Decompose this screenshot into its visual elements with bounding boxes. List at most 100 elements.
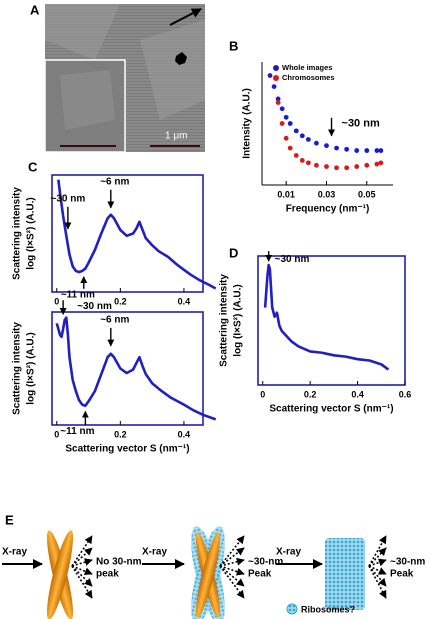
annotation: ~11 nm bbox=[61, 289, 95, 300]
x-tick-label: 0.2 bbox=[304, 389, 317, 399]
chart: 0.01 0.03 0.05 Frequency (nm⁻¹) Intensity (A… bbox=[242, 62, 393, 215]
point bbox=[334, 145, 339, 151]
annotation: ~11 nm bbox=[60, 426, 94, 437]
scatter-arrow bbox=[71, 547, 93, 567]
point bbox=[378, 148, 384, 153]
diagram: Ribosomes? bbox=[46, 526, 365, 619]
chart: 0 0.2 0.4 Scattering vector S (nm⁻¹) Scatter… bbox=[12, 300, 217, 455]
chromosome-with-ribosomes bbox=[191, 526, 225, 619]
point bbox=[364, 148, 370, 153]
xray-label: X-ray bbox=[2, 547, 27, 558]
annotation: ~6 nm bbox=[100, 315, 129, 326]
line bbox=[263, 263, 390, 371]
point bbox=[305, 137, 311, 142]
point bbox=[287, 121, 293, 126]
point bbox=[279, 121, 285, 126]
scatter-arrow bbox=[368, 535, 387, 567]
point bbox=[344, 165, 350, 171]
scatter-arrow bbox=[368, 565, 387, 587]
point bbox=[374, 148, 380, 153]
line bbox=[55, 316, 217, 421]
x-tick-label: 0.2 bbox=[114, 296, 127, 306]
point bbox=[324, 164, 329, 169]
annotation: ~6 nm bbox=[100, 176, 129, 187]
panel-label: A bbox=[30, 2, 40, 17]
xray-label: X-ray bbox=[276, 547, 301, 558]
panel-label: C bbox=[28, 159, 38, 174]
x-tick-label: 0 bbox=[54, 296, 59, 306]
point bbox=[275, 100, 281, 105]
y-axis-label: Scattering intensity bbox=[219, 274, 230, 367]
point bbox=[305, 160, 311, 166]
point bbox=[364, 162, 370, 168]
point bbox=[374, 161, 380, 167]
panel-label: E bbox=[5, 512, 14, 527]
x-axis-label: Scattering vector S (nm⁻¹) bbox=[65, 444, 189, 455]
y-axis-label: Intensity (A.U.) bbox=[242, 88, 253, 159]
point bbox=[354, 164, 360, 169]
x-tick-label: 0 bbox=[260, 389, 265, 399]
point bbox=[279, 106, 285, 112]
point bbox=[271, 84, 277, 89]
point bbox=[283, 135, 289, 141]
peak-label: ~30-nm bbox=[390, 557, 425, 568]
panel-label: B bbox=[229, 38, 238, 53]
chart: 0 0.2 0.4 Scattering intensity log (I×S²) (A… bbox=[12, 174, 217, 306]
point bbox=[299, 158, 305, 163]
scatter-arrow bbox=[368, 558, 387, 567]
plot-frame bbox=[257, 255, 406, 386]
scatter-arrow bbox=[219, 565, 245, 599]
x-axis-label: Scattering vector S (nm⁻¹) bbox=[269, 404, 393, 415]
legend-label: Ribosomes? bbox=[301, 604, 355, 614]
x-tick-label: 0.03 bbox=[318, 189, 336, 199]
x-tick-label: 0.6 bbox=[399, 389, 412, 399]
point bbox=[378, 160, 384, 166]
scatter-arrow bbox=[368, 547, 387, 567]
y-axis-label: Scattering intensity bbox=[12, 187, 23, 280]
scatter-arrow bbox=[71, 565, 93, 599]
panel-label: D bbox=[229, 245, 238, 260]
x-axis-label: Frequency (nm⁻¹) bbox=[286, 204, 370, 215]
x-tick-label: 0.4 bbox=[178, 296, 191, 306]
scatter-arrow bbox=[219, 547, 245, 567]
y-axis-label: log (I×S²) (A.U.) bbox=[26, 197, 37, 270]
x-tick-label: 0.4 bbox=[351, 389, 364, 399]
scatter-arrow bbox=[71, 558, 93, 567]
scatter-arrow bbox=[219, 565, 245, 587]
chart: 0 0.2 0.4 0.6 Scattering vector S (nm⁻¹) Scat… bbox=[219, 251, 412, 415]
point bbox=[314, 162, 319, 168]
point bbox=[283, 114, 289, 120]
plot-frame bbox=[51, 311, 204, 426]
annotation: ~30 nm bbox=[275, 254, 310, 265]
chromosome bbox=[46, 530, 74, 619]
x-tick-label: 0.4 bbox=[178, 429, 191, 439]
xray-label: X-ray bbox=[142, 547, 167, 558]
y-axis-label: log (I×S²) (A.U.) bbox=[26, 332, 37, 405]
line bbox=[57, 179, 217, 290]
y-axis-label: log (I×S²) (A.U.) bbox=[233, 284, 244, 357]
legend-label: Chromosomes bbox=[282, 73, 335, 82]
plot-frame bbox=[51, 174, 204, 293]
point bbox=[293, 128, 299, 134]
point bbox=[299, 133, 305, 139]
point bbox=[293, 153, 299, 158]
point bbox=[267, 73, 273, 78]
legend-marker bbox=[273, 65, 279, 71]
ribosome-block bbox=[325, 538, 365, 610]
annotation: ~30 nm bbox=[342, 118, 380, 130]
peak-label: Peak bbox=[248, 569, 272, 580]
y-axis-label: Scattering intensity bbox=[12, 322, 23, 415]
peak-label: ~30-nm bbox=[248, 557, 283, 568]
point bbox=[334, 165, 339, 171]
x-tick-label: 0.2 bbox=[114, 429, 127, 439]
x-tick-label: 0 bbox=[54, 429, 59, 439]
micrograph: 1 μm bbox=[44, 4, 205, 153]
peak-label: No 30-nm bbox=[96, 557, 142, 568]
annotation: ~30 nm bbox=[77, 301, 112, 312]
point bbox=[287, 145, 293, 151]
scatter-arrow bbox=[71, 565, 93, 576]
point bbox=[275, 96, 281, 102]
x-tick-label: 0.05 bbox=[358, 189, 376, 199]
x-tick-label: 0.01 bbox=[277, 189, 295, 199]
